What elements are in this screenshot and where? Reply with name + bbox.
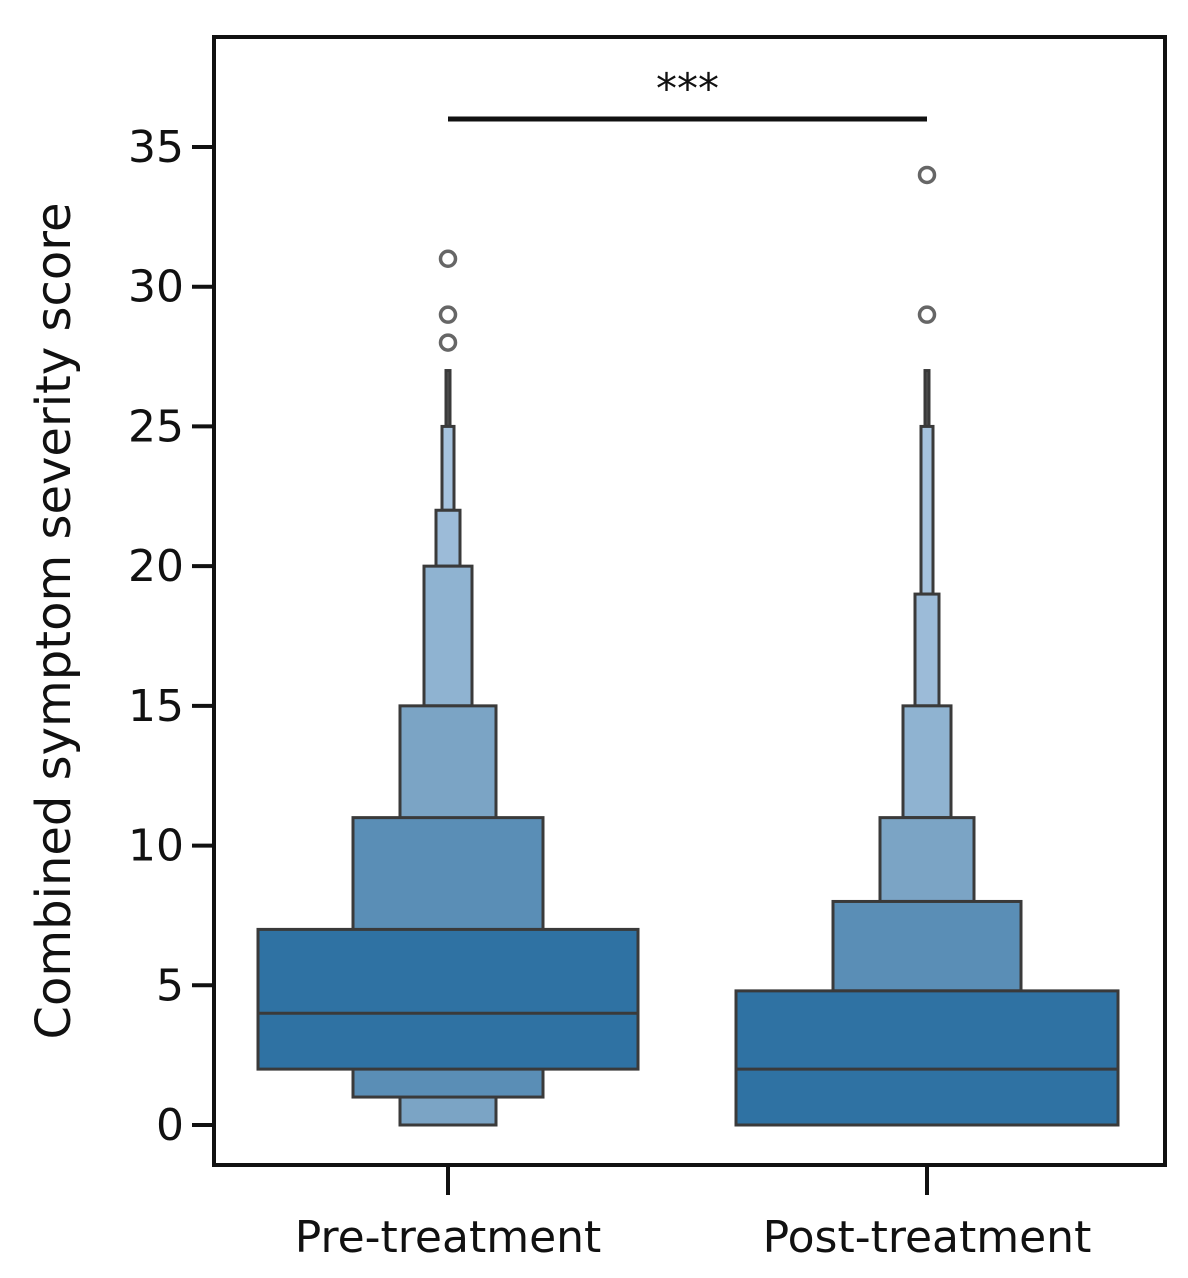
pre-treatment-outlier-point — [438, 305, 458, 324]
post-treatment-box-level-1 — [734, 989, 1120, 1127]
significance-label: *** — [656, 64, 719, 113]
y-tick-label: 20 — [128, 541, 184, 592]
y-tick-label: 30 — [128, 262, 184, 313]
plot-frame — [212, 35, 1167, 1167]
pre-treatment-outlier-point — [438, 333, 458, 352]
pre-treatment-box-level-6 — [440, 424, 456, 512]
pre-treatment-box-level-5 — [434, 508, 462, 568]
post-treatment-box-level-3 — [878, 816, 976, 903]
post-treatment-box-level-6 — [919, 424, 935, 596]
post-treatment-box-level-2 — [831, 899, 1023, 993]
y-axis-title: Combined symptom severity score — [26, 203, 82, 1040]
y-tick-label: 10 — [128, 821, 184, 872]
axes: 0 5 10 15 20 25 30 35 Pre-treatment Post-treatmen… — [26, 35, 1167, 1263]
post-treatment-box-level-5 — [913, 592, 941, 708]
y-tick-label: 15 — [128, 681, 184, 732]
post-treatment-box-level-7 — [923, 369, 931, 428]
pre-treatment-box-level-4 — [422, 564, 474, 708]
plot-content: *** — [256, 64, 1120, 1127]
x-tick-label: Post-treatment — [763, 1212, 1092, 1263]
y-tick-label: 5 — [156, 960, 184, 1011]
y-tick-label: 25 — [128, 401, 184, 452]
y-tick-label: 35 — [128, 122, 184, 173]
post-treatment-outlier-point — [917, 165, 937, 185]
post-treatment-box-level-4 — [901, 704, 953, 820]
post-treatment-outlier-point — [917, 305, 937, 324]
pre-treatment-outlier-point — [438, 249, 458, 269]
pre-treatment-box-level-7 — [444, 369, 452, 428]
pre-treatment-box-level-1 — [256, 927, 640, 1071]
x-tick-label: Pre-treatment — [295, 1212, 602, 1263]
y-tick-label: 0 — [156, 1100, 184, 1151]
